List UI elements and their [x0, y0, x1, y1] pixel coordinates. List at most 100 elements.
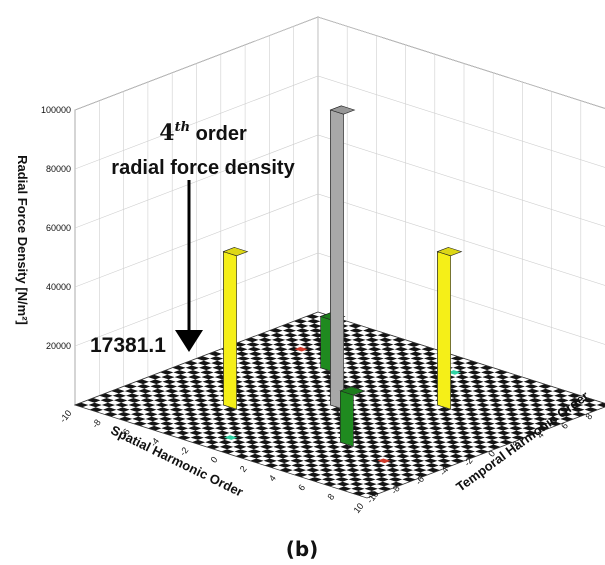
floor-cell — [583, 402, 597, 408]
floor-cell — [386, 467, 400, 473]
floor-cell — [358, 360, 372, 366]
floor-cell — [250, 407, 264, 412]
floor-cell — [195, 402, 209, 408]
floor-cell — [308, 374, 322, 380]
floor-cell — [166, 393, 180, 398]
floor-cell — [543, 402, 557, 408]
floor-cell — [419, 439, 433, 445]
floor-cell — [304, 412, 319, 417]
floor-cell — [191, 439, 206, 445]
floor-cell — [399, 467, 414, 473]
floor-cell — [325, 439, 339, 445]
floor-cell — [353, 342, 367, 347]
floor-cell — [203, 384, 218, 389]
floor-cell — [221, 449, 235, 454]
floor-cell — [268, 374, 282, 380]
floor-cell — [416, 430, 431, 436]
floor-cell — [202, 379, 216, 385]
floor-cell — [349, 379, 364, 385]
floor-cell — [380, 444, 394, 450]
floor-cell — [504, 407, 518, 412]
floor-cell — [130, 412, 145, 417]
floor-cell — [397, 356, 411, 361]
floor-cell — [366, 342, 381, 347]
floor-cell — [404, 384, 418, 389]
floor-cell — [444, 435, 459, 440]
floor-cell — [244, 384, 258, 389]
floor-cell — [118, 416, 133, 422]
floor-cell — [366, 393, 381, 398]
floor-cell — [207, 398, 221, 403]
floor-cell — [398, 360, 412, 366]
floor-cell — [320, 421, 334, 426]
floor-cell — [322, 477, 336, 482]
floor-cell — [379, 439, 393, 445]
floor-cell — [116, 407, 130, 412]
y-tick-label: 0 — [486, 449, 497, 459]
floor-cell — [324, 435, 338, 440]
floor-cell — [270, 384, 285, 389]
floor-cell — [380, 342, 394, 347]
floor-cell — [371, 463, 386, 468]
floor-cell — [268, 425, 282, 431]
floor-cell — [431, 435, 445, 440]
floor-cell — [264, 463, 279, 468]
floor-cell — [200, 370, 214, 375]
floor-cell — [173, 421, 187, 426]
floor-cell — [205, 439, 219, 445]
floor-cell — [245, 388, 259, 394]
x-tick-label: -8 — [90, 417, 103, 429]
floor-cell — [280, 421, 294, 426]
floor-cell — [471, 384, 485, 389]
floor-cell — [483, 379, 497, 385]
annotation-4th-order: 4th order radial force density — [111, 120, 296, 352]
floor-cell — [358, 463, 372, 468]
floor-cell — [370, 356, 384, 361]
floor-cell — [201, 425, 215, 431]
floor-cell — [408, 398, 422, 403]
floor-cell — [258, 337, 272, 343]
floor-cell — [197, 412, 212, 417]
floor-cell — [378, 337, 393, 343]
floor-cell — [262, 402, 276, 408]
floor-cell — [287, 398, 302, 403]
floor-cell — [513, 393, 528, 398]
floor-cell — [285, 337, 299, 343]
floor-cell — [168, 402, 182, 408]
floor-cell — [467, 421, 482, 426]
floor-cell — [151, 388, 165, 394]
floor-cell — [335, 477, 349, 482]
floor-cell — [555, 398, 569, 403]
floor-cell — [472, 439, 486, 445]
floor-cell — [557, 407, 572, 412]
floor-cell — [298, 388, 313, 394]
floor-cell — [182, 402, 196, 408]
floor-cell — [290, 407, 304, 412]
floor-cell — [359, 416, 373, 422]
floor-cell — [202, 430, 217, 436]
floor-cell — [296, 430, 310, 436]
floor-cell — [467, 370, 481, 375]
floor-cell — [365, 337, 379, 343]
floor-cell — [231, 439, 246, 445]
bar-front-face — [339, 390, 354, 447]
floor-cell — [259, 444, 274, 450]
floor-cell — [284, 435, 298, 440]
floor-cell — [211, 412, 225, 417]
floor-cell — [246, 393, 260, 398]
floor-cell — [400, 421, 415, 426]
floor-cell — [363, 328, 377, 333]
floor-cell — [376, 430, 390, 436]
floor-cell — [297, 435, 311, 440]
floor-cell — [526, 388, 540, 394]
floor-cell — [430, 430, 444, 436]
floor-cell — [438, 412, 452, 417]
floor-cell — [309, 379, 323, 385]
floor-cell — [346, 467, 360, 473]
floor-cell — [289, 402, 303, 408]
floor-cell — [422, 402, 437, 408]
floor-cell — [88, 402, 102, 408]
wall-gridline — [74, 134, 605, 229]
floor-cell — [385, 412, 399, 417]
floor-cell — [379, 388, 393, 394]
